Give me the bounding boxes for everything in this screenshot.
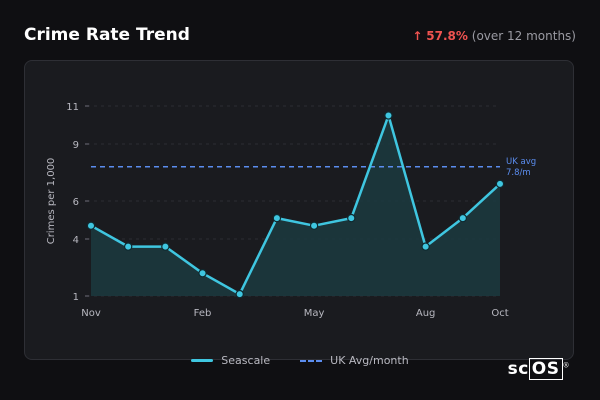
x-tick-label: May: [304, 308, 325, 319]
data-point[interactable]: [272, 213, 282, 223]
reference-value-label: 7.8/m: [506, 168, 531, 178]
y-tick-label: 9: [73, 140, 79, 151]
data-point[interactable]: [86, 221, 96, 230]
brand-logo: sc OS ®: [507, 358, 570, 380]
data-point[interactable]: [161, 242, 170, 251]
legend-item-seascale[interactable]: Seascale: [191, 354, 270, 367]
y-tick-label: 11: [66, 102, 79, 113]
y-tick-label: 1: [73, 292, 79, 303]
y-axis-label: Crimes per 1,000: [46, 158, 57, 245]
legend: Seascale UK Avg/month: [0, 354, 600, 367]
y-axis: 1 4 6 9 11: [66, 102, 89, 303]
change-period: (over 12 months): [471, 29, 576, 43]
data-point[interactable]: [458, 213, 468, 223]
y-tick-label: 6: [73, 197, 79, 208]
data-point[interactable]: [384, 111, 393, 120]
series-line-seascale: [90, 114, 501, 296]
change-percent: 57.8%: [426, 29, 468, 43]
data-point[interactable]: [123, 242, 133, 251]
legend-swatch-dashed: [300, 359, 323, 362]
area-fill: [91, 115, 500, 296]
x-axis: Nov Feb May Aug Oct: [81, 308, 508, 319]
up-arrow-icon: ↑: [412, 29, 423, 43]
legend-swatch-solid: [191, 359, 214, 362]
y-tick-label: 4: [73, 235, 79, 246]
legend-label-uk-avg: UK Avg/month: [330, 354, 409, 367]
data-point[interactable]: [495, 179, 505, 189]
x-tick-label: Oct: [491, 308, 508, 319]
data-point[interactable]: [235, 289, 244, 299]
x-tick-label: Aug: [416, 308, 436, 319]
data-point[interactable]: [309, 221, 319, 230]
legend-item-uk-avg[interactable]: UK Avg/month: [300, 354, 409, 367]
x-tick-label: Nov: [81, 308, 101, 319]
legend-label-seascale: Seascale: [221, 354, 271, 367]
x-tick-label: Feb: [194, 308, 212, 319]
logo-prefix: sc: [507, 359, 529, 379]
logo-registered-mark: ®: [562, 361, 570, 370]
data-points: [86, 111, 505, 299]
reference-label: UK avg: [506, 157, 536, 167]
data-point[interactable]: [421, 242, 430, 251]
data-point[interactable]: [198, 269, 207, 278]
logo-boxed: OS: [528, 358, 563, 380]
data-point[interactable]: [347, 213, 356, 223]
chart-title: Crime Rate Trend: [24, 25, 190, 45]
change-summary: ↑ 57.8% (over 12 months): [412, 29, 576, 43]
